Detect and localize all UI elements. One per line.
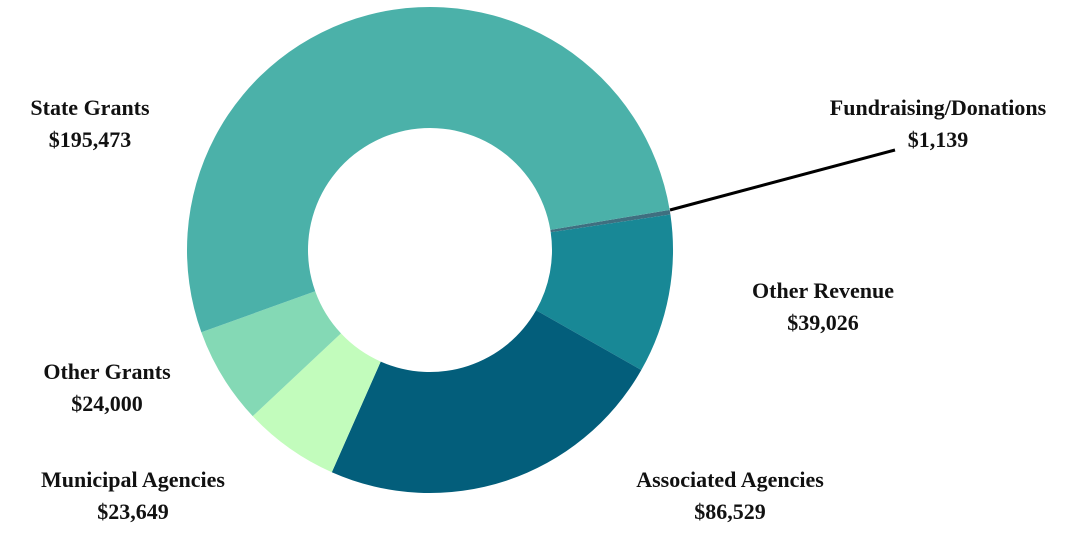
slice-label: Municipal Agencies xyxy=(41,467,225,492)
donut-slice xyxy=(187,7,670,333)
slice-label: Associated Agencies xyxy=(636,467,824,492)
slice-value: $23,649 xyxy=(97,499,169,524)
slice-label: State Grants xyxy=(30,95,150,120)
donut-slice xyxy=(252,333,381,473)
leader-line xyxy=(669,148,896,212)
slice-value: $24,000 xyxy=(71,391,143,416)
slice-value: $1,139 xyxy=(908,127,969,152)
slice-label: Other Grants xyxy=(43,359,171,384)
slice-label: Fundraising/Donations xyxy=(830,95,1047,120)
slice-value: $39,026 xyxy=(787,310,859,335)
slice-value: $195,473 xyxy=(49,127,132,152)
donut-slice xyxy=(331,310,642,493)
donut-slice xyxy=(536,214,673,371)
slice-label: Other Revenue xyxy=(752,278,894,303)
donut-slice xyxy=(201,291,341,417)
slice-value: $86,529 xyxy=(694,499,766,524)
donut-slice xyxy=(550,209,671,233)
